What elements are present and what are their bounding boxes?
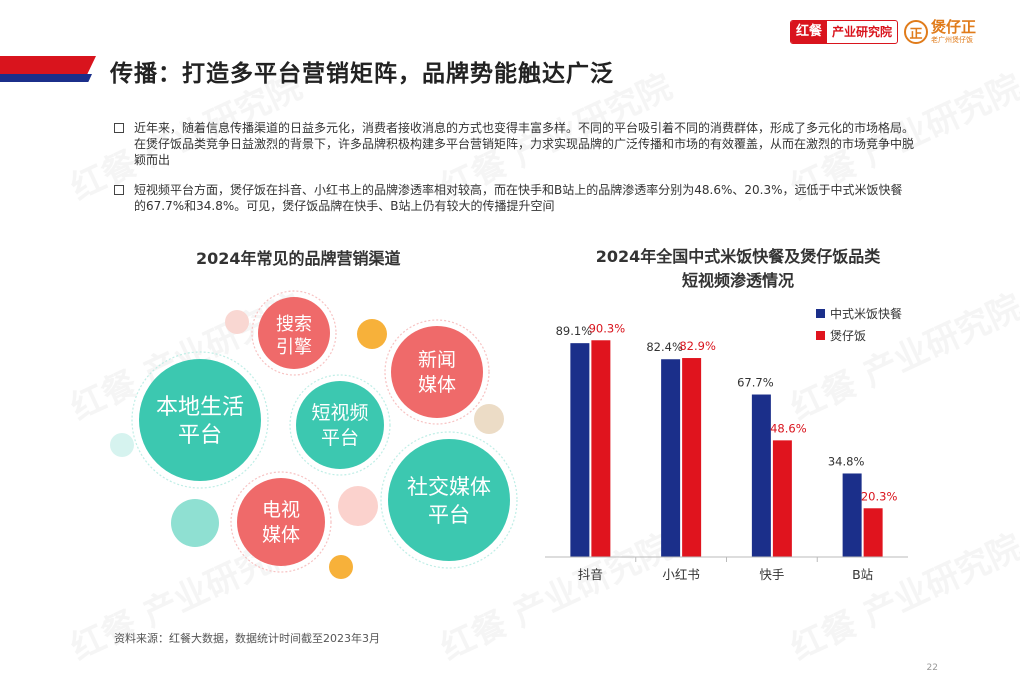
source-note: 资料来源：红餐大数据，数据统计时间截至2023年3月 bbox=[114, 632, 380, 645]
data-label: 89.1% bbox=[556, 324, 593, 338]
data-label: 67.7% bbox=[737, 376, 774, 390]
bar bbox=[591, 340, 611, 557]
legend-swatch bbox=[816, 309, 825, 318]
data-label: 48.6% bbox=[770, 421, 807, 435]
bar bbox=[570, 343, 590, 557]
x-tick-label: 快手 bbox=[759, 567, 784, 582]
bullet-square-icon bbox=[114, 185, 124, 195]
x-tick-label: 抖音 bbox=[578, 567, 603, 582]
legend-label: 中式米饭快餐 bbox=[830, 306, 902, 321]
bar bbox=[751, 394, 771, 557]
x-tick-label: 小红书 bbox=[662, 567, 700, 582]
baozaizheng-logo-sub: 老广州煲仔饭 bbox=[930, 36, 973, 44]
baozaizheng-logo-icon: 正 bbox=[903, 20, 928, 44]
page-number: 22 bbox=[926, 663, 938, 673]
legend-swatch bbox=[816, 331, 825, 340]
data-label: 90.3% bbox=[589, 321, 626, 335]
bullet-list: 近年来，随着信息传播渠道的日益多元化，消费者接收消息的方式也变得丰富多样。不同的… bbox=[114, 120, 914, 228]
baozaizheng-logo: 正 煲仔正 老广州煲仔饭 bbox=[903, 18, 976, 44]
bullet-item: 近年来，随着信息传播渠道的日益多元化，消费者接收消息的方式也变得丰富多样。不同的… bbox=[114, 120, 914, 168]
x-tick-label: B站 bbox=[852, 567, 873, 582]
data-label: 20.3% bbox=[861, 489, 898, 503]
chart-title-line2: 短视频渗透情况 bbox=[681, 271, 794, 290]
data-label: 34.8% bbox=[828, 454, 865, 468]
bar bbox=[661, 359, 681, 557]
data-label: 82.4% bbox=[646, 340, 683, 354]
bullet-text: 短视频平台方面，煲仔饭在抖音、小红书上的品牌渗透率相对较高，而在快手和B站上的品… bbox=[134, 183, 903, 213]
brand-logos: 红餐 产业研究院 正 煲仔正 老广州煲仔饭 bbox=[789, 18, 976, 44]
hongcan-logo-text: 产业研究院 bbox=[831, 25, 892, 39]
page-title: 传播：打造多平台营销矩阵，品牌势能触达广泛 bbox=[110, 61, 614, 87]
bar bbox=[863, 508, 883, 557]
baozaizheng-logo-name: 煲仔正 bbox=[930, 18, 976, 36]
hongcan-logo: 红餐 产业研究院 bbox=[789, 20, 898, 44]
data-label: 82.9% bbox=[679, 339, 716, 353]
header-accent-blue bbox=[0, 74, 92, 82]
bar bbox=[682, 358, 702, 557]
bullet-item: 短视频平台方面，煲仔饭在抖音、小红书上的品牌渗透率相对较高，而在快手和B站上的品… bbox=[114, 182, 914, 214]
chart-title-line1: 2024年全国中式米饭快餐及煲仔饭品类 bbox=[595, 247, 881, 266]
left-chart-title: 2024年常见的品牌营销渠道 bbox=[196, 249, 401, 268]
bullet-square-icon bbox=[114, 123, 124, 133]
bar bbox=[772, 440, 792, 557]
bar bbox=[842, 473, 862, 557]
chart-title: 2024年全国中式米饭快餐及煲仔饭品类 短视频渗透情况 bbox=[548, 245, 928, 293]
legend-label: 煲仔饭 bbox=[830, 328, 866, 343]
bullet-text: 近年来，随着信息传播渠道的日益多元化，消费者接收消息的方式也变得丰富多样。不同的… bbox=[134, 121, 915, 167]
hongcan-logo-mark: 红餐 bbox=[790, 21, 827, 43]
